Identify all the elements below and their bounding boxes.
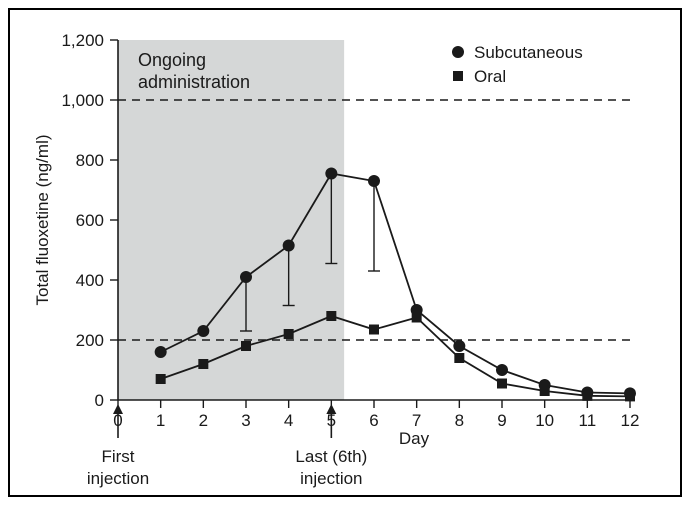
series-marker-oral [540, 386, 550, 396]
y-tick-label: 600 [76, 211, 104, 230]
series-marker-subcutaneous [325, 168, 337, 180]
y-tick-label: 1,200 [61, 31, 104, 50]
y-axis-label: Total fluoxetine (ng/ml) [33, 134, 52, 305]
shade-label-line1: Ongoing [138, 50, 206, 70]
y-tick-label: 400 [76, 271, 104, 290]
shade-label-line2: administration [138, 72, 250, 92]
series-marker-oral [454, 353, 464, 363]
series-marker-oral [241, 341, 251, 351]
chart-canvas: 02004006008001,0001,2000123456789101112D… [10, 10, 684, 499]
series-marker-oral [198, 359, 208, 369]
series-marker-oral [625, 391, 635, 401]
series-marker-subcutaneous [197, 325, 209, 337]
x-axis-label: Day [399, 429, 430, 448]
series-marker-subcutaneous [453, 340, 465, 352]
x-tick-label: 4 [284, 411, 293, 430]
series-marker-subcutaneous [496, 364, 508, 376]
annotation-arrow-head [326, 404, 336, 414]
series-marker-oral [582, 391, 592, 401]
series-marker-oral [412, 313, 422, 323]
series-marker-subcutaneous [155, 346, 167, 358]
legend-marker-oral [453, 71, 463, 81]
series-marker-subcutaneous [283, 240, 295, 252]
legend-label-oral: Oral [474, 67, 506, 86]
x-tick-label: 8 [455, 411, 464, 430]
annotation-label: First [101, 447, 134, 466]
y-tick-label: 200 [76, 331, 104, 350]
x-tick-label: 2 [199, 411, 208, 430]
x-tick-label: 9 [497, 411, 506, 430]
x-tick-label: 1 [156, 411, 165, 430]
annotation-arrow-head [113, 404, 123, 414]
annotation-label: injection [300, 469, 362, 488]
x-tick-label: 10 [535, 411, 554, 430]
series-marker-subcutaneous [368, 175, 380, 187]
y-tick-label: 0 [95, 391, 104, 410]
x-tick-label: 12 [621, 411, 640, 430]
x-tick-label: 11 [579, 411, 597, 430]
y-tick-label: 1,000 [61, 91, 104, 110]
ongoing-admin-shade [118, 40, 344, 400]
chart-frame: 02004006008001,0001,2000123456789101112D… [8, 8, 682, 497]
series-marker-oral [284, 329, 294, 339]
legend-label-subcutaneous: Subcutaneous [474, 43, 583, 62]
series-marker-oral [369, 325, 379, 335]
annotation-label: injection [87, 469, 149, 488]
x-tick-label: 7 [412, 411, 421, 430]
legend-marker-subcutaneous [452, 46, 464, 58]
y-tick-label: 800 [76, 151, 104, 170]
x-tick-label: 6 [369, 411, 378, 430]
annotation-label: Last (6th) [295, 447, 367, 466]
x-tick-label: 3 [241, 411, 250, 430]
series-marker-subcutaneous [240, 271, 252, 283]
series-marker-oral [326, 311, 336, 321]
series-marker-oral [497, 379, 507, 389]
series-marker-oral [156, 374, 166, 384]
